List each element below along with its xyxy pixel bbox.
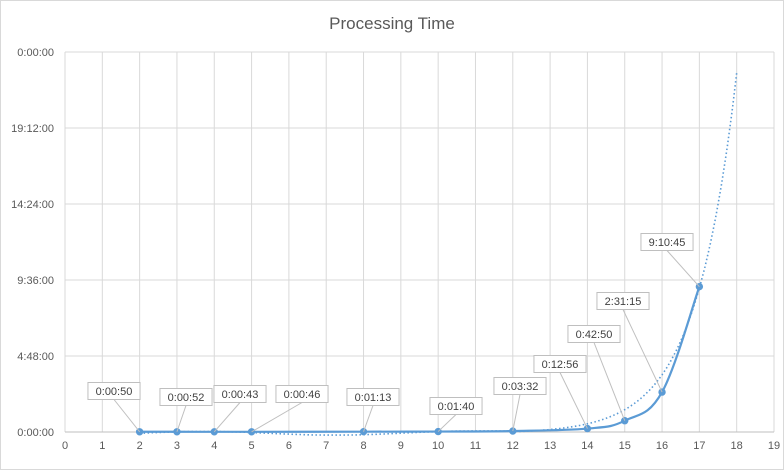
data-label: 0:00:43 [222,389,259,401]
data-label: 0:12:56 [542,359,579,371]
x-tick-label: 1 [99,440,105,452]
data-label: 9:10:45 [649,237,686,249]
label-leader-line [213,402,241,433]
x-tick-label: 10 [432,440,444,452]
y-tick-label: 4:48:00 [17,351,54,363]
label-leader-line [559,372,588,429]
x-tick-label: 7 [323,440,329,452]
x-tick-label: 4 [211,440,217,452]
x-tick-label: 12 [507,440,519,452]
x-tick-label: 16 [656,440,668,452]
x-axis-ticks: 0 1 2 3 4 5 6 7 8 9 10 11 12 13 14 15 16 17 18 19 [62,440,780,452]
x-tick-label: 14 [581,440,593,452]
x-tick-label: 2 [137,440,143,452]
x-tick-label: 15 [619,440,631,452]
label-leader-line [512,394,521,432]
data-label: 0:01:13 [355,392,392,404]
data-label-box [275,385,329,403]
data-label: 0:00:50 [96,386,133,398]
label-leader-line [437,414,457,432]
data-label-box [533,355,587,373]
data-label: 0:42:50 [576,329,613,341]
x-tick-label: 17 [693,440,705,452]
data-label-box [429,397,483,415]
label-leader-line [113,399,141,433]
y-tick-label: 14:24:00 [11,199,54,211]
chart-title: Processing Time [329,14,455,33]
data-label-box [493,377,547,395]
x-tick-label: 5 [249,440,255,452]
data-label-box [87,382,141,400]
y-tick-label: 19:12:00 [11,123,54,135]
data-label: 0:00:46 [284,389,321,401]
x-tick-label: 18 [731,440,743,452]
x-tick-label: 6 [286,440,292,452]
data-label: 2:31:15 [605,296,642,308]
data-label-box [640,233,694,251]
label-leader-line [666,250,700,287]
x-tick-label: 0 [62,440,68,452]
x-tick-label: 13 [544,440,556,452]
y-tick-label: 0:00:00 [17,427,54,439]
data-label-box [346,388,400,406]
x-tick-label: 19 [768,440,780,452]
label-leader-line [251,402,303,433]
label-leader-line [593,342,626,421]
data-label: 0:01:40 [438,401,475,413]
label-leader-line [176,405,187,432]
data-labels: 0:00:50 0:00:52 0:00:43 0:00:46 0:01:13 0:01:… [87,233,700,433]
data-label-box [213,385,267,403]
label-leader-line [363,405,374,432]
data-label-box [596,292,650,310]
y-axis-ticks: 0:00:00 4:48:00 9:36:00 14:24:00 19:12:00 0:0… [11,47,54,439]
x-tick-label: 11 [470,440,481,452]
y-tick-label: 9:36:00 [17,275,54,287]
x-tick-label: 8 [360,440,366,452]
x-tick-label: 3 [174,440,180,452]
data-label: 0:00:52 [168,392,205,404]
y-tick-label: 0:00:00 [17,47,54,59]
label-leader-line [622,309,663,393]
data-label-box [159,388,213,406]
x-tick-label: 9 [398,440,404,452]
gridlines [64,51,775,433]
data-label-box [567,325,621,343]
data-label: 0:03:32 [502,381,539,393]
